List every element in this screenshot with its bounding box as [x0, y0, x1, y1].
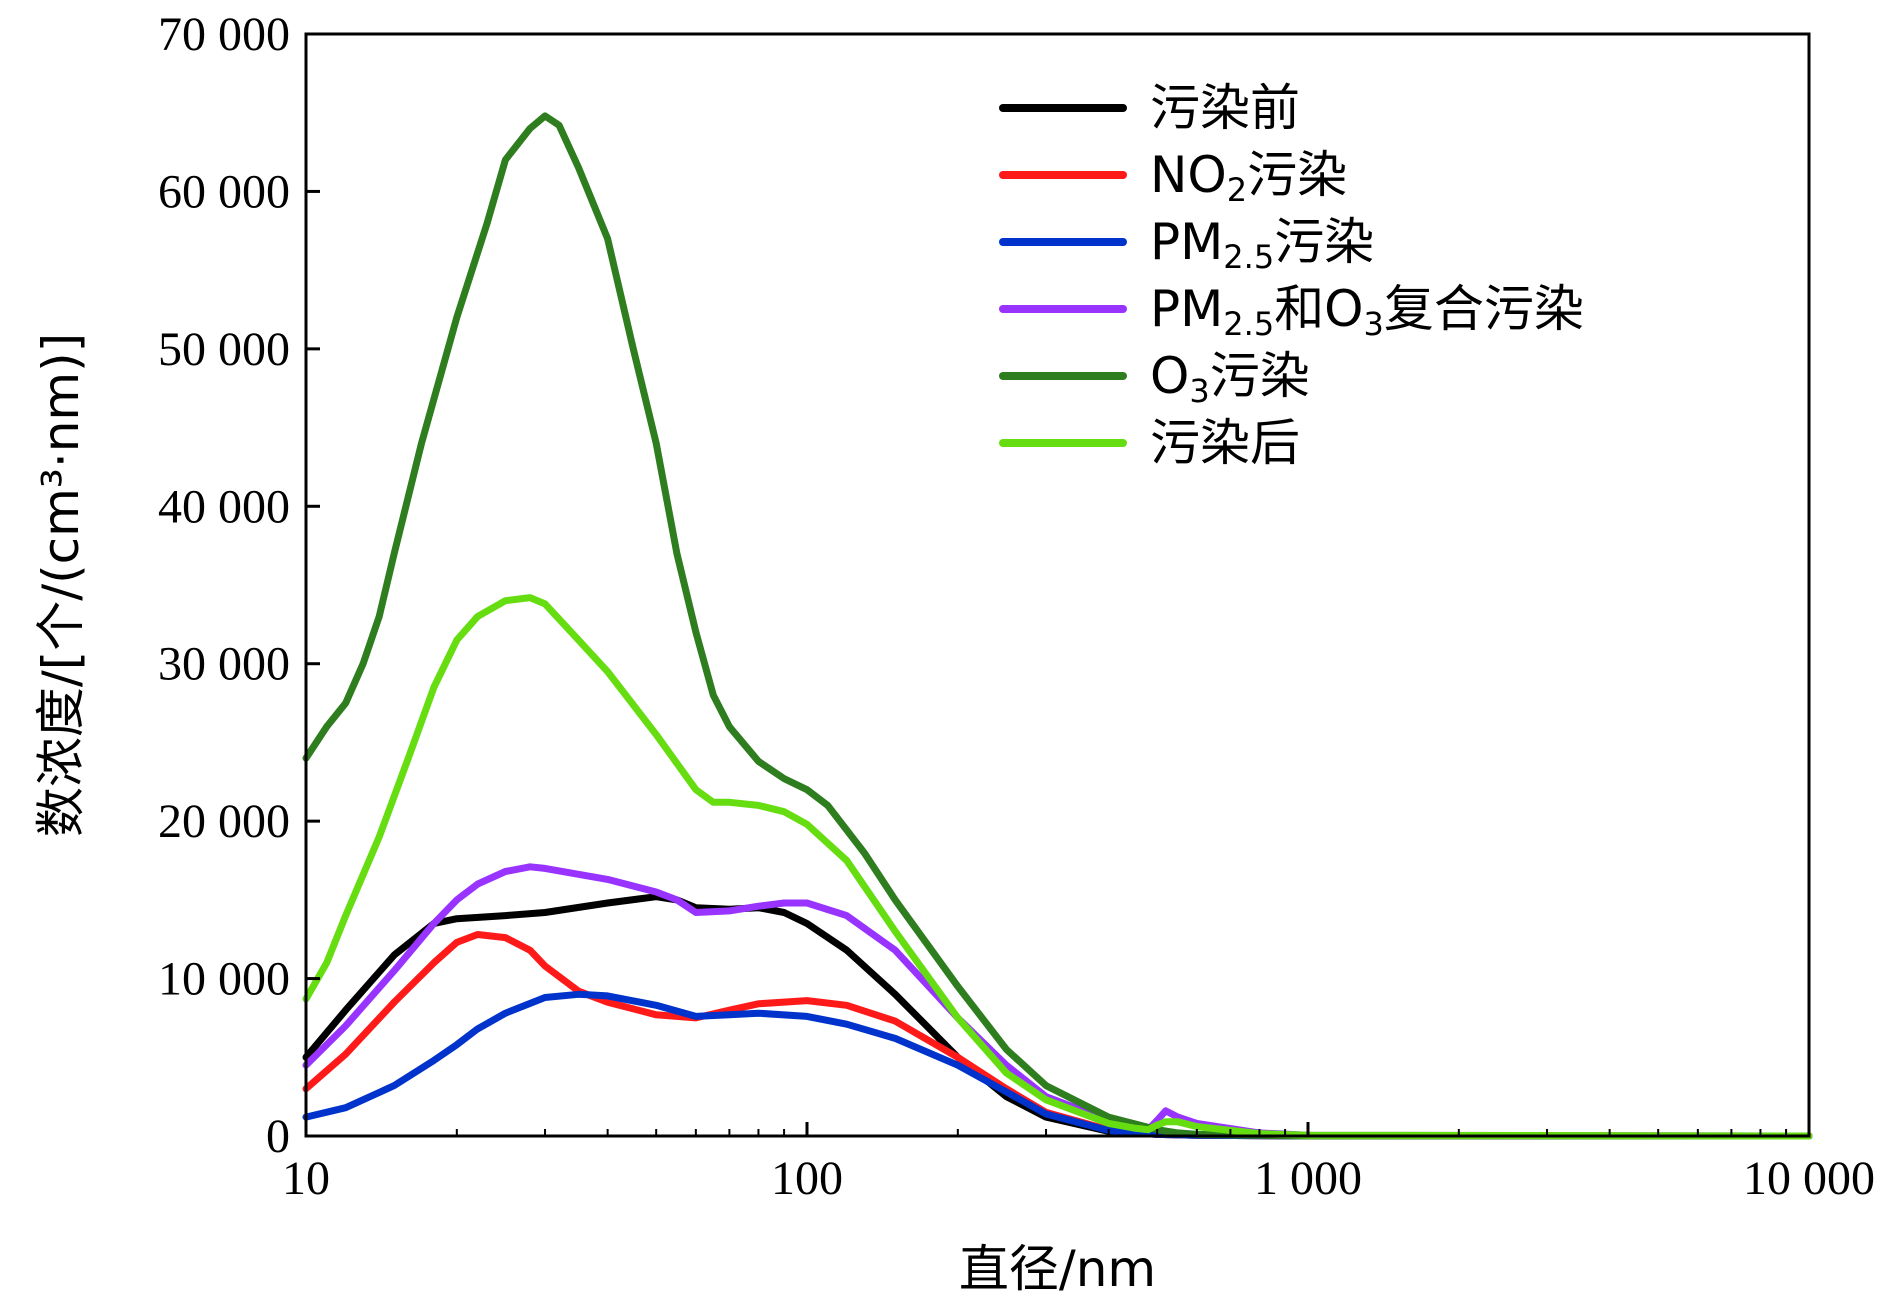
y-axis-title: 数浓度/[个/(cm³·nm)]	[32, 333, 90, 837]
legend-subscript: 2.5	[1223, 305, 1274, 343]
legend-label: PM2.5污染	[1150, 213, 1374, 276]
x-tick-label: 1 000	[1254, 1152, 1362, 1205]
legend-label-part: 污染后	[1150, 414, 1300, 472]
y-tick-label: 70 000	[158, 8, 290, 61]
y-tick-label: 50 000	[158, 323, 290, 376]
legend-label: PM2.5和O3复合污染	[1150, 280, 1584, 343]
series-line-3	[302, 990, 1813, 1140]
x-tick-label: 10	[282, 1152, 330, 1205]
legend-label-part: PM	[1150, 280, 1223, 338]
legend-label: 污染前	[1150, 79, 1300, 137]
series-line-6	[302, 594, 1813, 1140]
legend-label-part: 污染前	[1150, 79, 1300, 137]
series-layer	[302, 112, 1813, 1140]
legend-subscript: 3	[1364, 305, 1384, 343]
legend-label: NO2污染	[1150, 146, 1347, 209]
legend-label-part: 污染	[1210, 347, 1310, 405]
y-tick-label: 60 000	[158, 165, 290, 218]
legend-subscript: 3	[1189, 372, 1209, 410]
legend-label: O3污染	[1150, 347, 1310, 410]
y-tick-label: 10 000	[158, 953, 290, 1006]
x-tick-label: 100	[771, 1152, 843, 1205]
legend-label-part: 复合污染	[1384, 280, 1584, 338]
series-line-5	[302, 112, 1813, 1140]
legend-label-part: NO	[1150, 146, 1227, 204]
x-axis-title: 直径/nm	[959, 1240, 1156, 1298]
ticks-layer: 10 100 1 000 10 000 0 10 000 20 000 30 000 40 00…	[158, 8, 1875, 1205]
legend-label-part: 污染	[1274, 213, 1374, 271]
legend-subscript: 2	[1227, 171, 1247, 209]
y-tick-label: 30 000	[158, 638, 290, 691]
legend-label: 污染后	[1150, 414, 1300, 472]
y-tick-label: 0	[266, 1110, 290, 1163]
plot-frame	[304, 32, 1811, 1138]
y-tick-label: 20 000	[158, 795, 290, 848]
legend-label-part: 和O	[1274, 280, 1363, 338]
legend-label-part: O	[1150, 347, 1189, 405]
y-tick-label: 40 000	[158, 480, 290, 533]
legend-subscript: 2.5	[1223, 238, 1274, 276]
legend-label-part: PM	[1150, 213, 1223, 271]
legend-label-part: 污染	[1247, 146, 1347, 204]
x-tick-label: 10 000	[1743, 1152, 1875, 1205]
series-line-4	[302, 863, 1813, 1140]
